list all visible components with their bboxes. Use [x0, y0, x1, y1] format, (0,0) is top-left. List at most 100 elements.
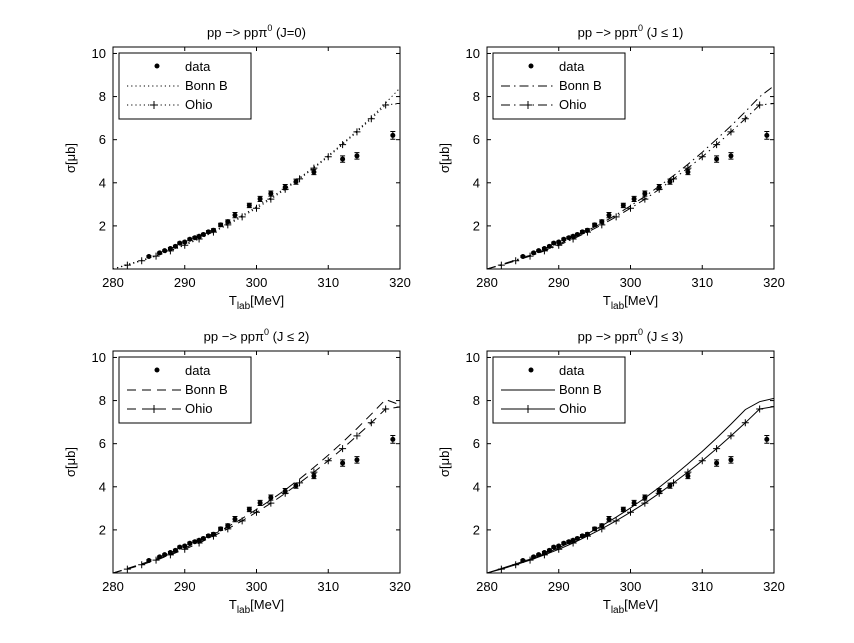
- data-point: [172, 547, 178, 553]
- legend-ohio-marker: [150, 101, 158, 109]
- data-point: [246, 506, 252, 512]
- data-point: [282, 488, 288, 494]
- data-point: [566, 235, 572, 241]
- legend-box: [118, 52, 252, 120]
- ohio-marker: [770, 403, 774, 411]
- data-point: [311, 169, 317, 175]
- ohio-marker: [238, 213, 246, 221]
- data-point: [177, 544, 183, 550]
- ohio-marker: [138, 257, 146, 265]
- ohio-marker: [512, 561, 520, 569]
- x-tick-label: 280: [476, 579, 498, 594]
- y-axis-label: σ[μb]: [437, 447, 452, 477]
- x-axis-label-subscript: lab: [611, 301, 625, 312]
- ohio-marker: [641, 499, 649, 507]
- x-tick-label: 290: [548, 275, 570, 290]
- x-axis-label-unit: [MeV]: [624, 293, 658, 308]
- data-point: [531, 250, 537, 256]
- ohio-marker: [741, 419, 749, 427]
- x-axis-label-subscript: lab: [237, 301, 251, 312]
- data-point: [246, 202, 252, 208]
- ohio-marker: [396, 99, 400, 107]
- x-tick-label: 290: [174, 275, 196, 290]
- y-tick-label: 8: [473, 393, 480, 408]
- data-point: [570, 537, 576, 543]
- data-point: [656, 488, 662, 494]
- legend-label-ohio: Ohio: [185, 97, 212, 112]
- data-point: [200, 232, 206, 238]
- data-point: [546, 547, 552, 553]
- ohio-marker: [713, 141, 721, 149]
- data-point: [546, 243, 552, 249]
- legend-box: [118, 356, 252, 424]
- data-point: [182, 543, 188, 549]
- chart-title-main: pp −> ppπ: [207, 25, 267, 40]
- data-point: [257, 500, 263, 506]
- ohio-marker: [627, 204, 634, 212]
- x-tick-label: 300: [620, 579, 642, 594]
- data-point: [667, 179, 673, 185]
- legend-data-marker: [154, 367, 160, 373]
- data-point: [167, 550, 173, 556]
- ohio-marker: [123, 261, 131, 269]
- ohio-marker: [138, 561, 146, 569]
- data-point: [764, 436, 770, 442]
- data-point: [293, 179, 299, 185]
- y-tick-label: 8: [99, 89, 106, 104]
- data-point: [311, 473, 317, 479]
- chart-panel-4: pp −> ppπ0 (J ≤ 3) 280 290 300 310 320 2 4 6 8 10 T…: [437, 327, 785, 616]
- data-point: [196, 537, 202, 543]
- y-tick-label: 4: [99, 175, 106, 190]
- data-point: [579, 533, 585, 539]
- data-point: [162, 552, 168, 558]
- data-point: [293, 483, 299, 489]
- ohio-marker: [367, 115, 375, 123]
- data-point: [210, 531, 216, 537]
- data-point: [556, 543, 562, 549]
- ohio-marker: [497, 261, 505, 269]
- legend-data-marker: [154, 63, 160, 69]
- ohio-marker: [727, 432, 735, 440]
- legend-label-bonn-b: Bonn B: [185, 78, 228, 93]
- data-point: [232, 516, 238, 522]
- data-point: [631, 500, 637, 506]
- x-axis-label: Tlab[MeV]: [603, 597, 658, 616]
- ohio-marker: [253, 508, 260, 516]
- data-point: [642, 191, 648, 197]
- chart-title-main: pp −> ppπ: [578, 329, 638, 344]
- data-point: [728, 153, 734, 159]
- data-point: [196, 233, 202, 239]
- y-tick-label: 4: [473, 479, 480, 494]
- legend-label-bonn-b: Bonn B: [185, 382, 228, 397]
- chart-title: pp −> ppπ0 (J ≤ 1): [578, 23, 684, 40]
- x-tick-label: 320: [389, 275, 411, 290]
- data-point: [205, 229, 211, 235]
- data-point: [551, 240, 557, 246]
- chart-title: pp −> ppπ0 (J ≤ 2): [204, 327, 310, 344]
- data-point: [268, 495, 274, 501]
- y-axis-label: σ[μb]: [437, 143, 452, 173]
- y-tick-label: 10: [466, 350, 480, 365]
- ohio-marker: [324, 153, 332, 161]
- chart-title-superscript: 0: [267, 23, 272, 33]
- x-tick-label: 300: [620, 275, 642, 290]
- x-tick-label: 310: [691, 579, 713, 594]
- data-point: [551, 544, 557, 550]
- y-tick-label: 10: [92, 350, 106, 365]
- legend-label-ohio: Ohio: [185, 401, 212, 416]
- ohio-marker: [367, 419, 375, 427]
- data-point: [340, 156, 346, 162]
- data-point: [631, 196, 637, 202]
- chart-title-main: pp −> ppπ: [204, 329, 264, 344]
- data-point: [146, 557, 152, 563]
- chart-title-suffix: (J=0): [272, 25, 306, 40]
- data-point: [599, 523, 605, 529]
- data-point: [187, 540, 193, 546]
- data-point: [541, 246, 547, 252]
- data-point: [764, 132, 770, 138]
- y-tick-label: 10: [466, 46, 480, 61]
- ohio-marker: [253, 204, 260, 212]
- ohio-marker: [497, 565, 505, 573]
- data-point: [728, 457, 734, 463]
